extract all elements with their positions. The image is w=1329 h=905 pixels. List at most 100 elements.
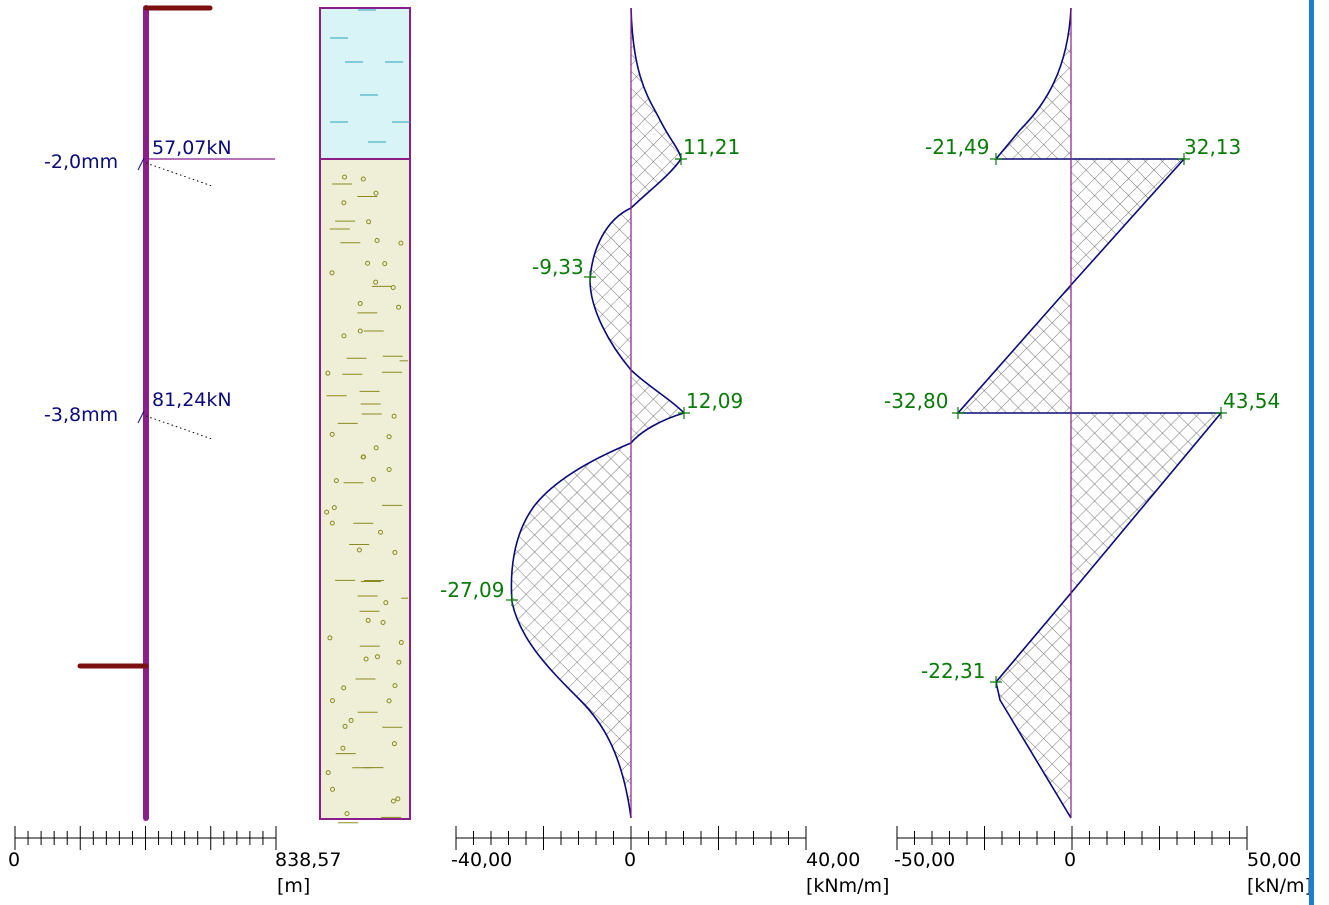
sand-grain [386, 698, 392, 704]
sand-grain [365, 617, 371, 623]
sand-grain [377, 529, 383, 535]
sand-grain [342, 723, 348, 729]
sand-grain [366, 219, 372, 225]
shear-scale-zero: 0 [1064, 849, 1076, 871]
sand-grain [396, 304, 402, 310]
sand-grain [395, 796, 401, 802]
sand-grain [386, 434, 392, 440]
anchor-2-tick [137, 410, 145, 424]
pile-scale-unit: [m] [277, 875, 310, 897]
sand-grain [331, 505, 337, 511]
moment-value-3: 12,09 [686, 389, 743, 413]
sand-grain [325, 370, 331, 376]
soil-panel [319, 7, 411, 824]
shear-value-2: 32,13 [1184, 135, 1241, 159]
moment-value-2: -9,33 [532, 255, 584, 279]
sand-grain [390, 285, 396, 291]
sand-grain [341, 200, 347, 206]
sand-grain [341, 685, 347, 691]
sand-grain [383, 600, 389, 606]
shear-scale-ticks [896, 826, 1248, 850]
moment-marker-3 [678, 407, 690, 419]
moment-value-4: -27,09 [440, 578, 504, 602]
sand-grain [348, 717, 354, 723]
moment-marker-1 [675, 153, 687, 165]
shear-value-1: -21,49 [925, 135, 989, 159]
shear-scale-unit: [kN/m] [1247, 875, 1312, 897]
sand-grain [357, 328, 363, 334]
sand-grain [392, 549, 398, 555]
pile-scale-max: 838,57 [275, 849, 341, 871]
moment-scale-unit: [kNm/m] [806, 875, 889, 897]
shear-value-4: 43,54 [1223, 389, 1280, 413]
sand-grain [327, 635, 333, 641]
sand-grain [325, 770, 331, 776]
shear-value-3: -32,80 [884, 389, 948, 413]
sand-grain [391, 413, 397, 419]
moment-scale-min: -40,00 [451, 849, 512, 871]
window-right-edge [1309, 0, 1329, 905]
pile-scale-min: 0 [8, 849, 20, 871]
sand-grain [342, 174, 348, 180]
sand-grain [374, 654, 380, 660]
shear-marker-4 [1215, 407, 1227, 419]
window-border-accent [1309, 0, 1314, 905]
sand-grain [329, 520, 335, 526]
moment-scale: -40,00 0 40,00 [kNm/m] [451, 826, 889, 897]
sand-grain [356, 547, 362, 553]
sand-grain [329, 431, 335, 437]
sand-grain [360, 176, 366, 182]
sand-grain [398, 240, 404, 246]
sand-grain [370, 476, 376, 482]
sand-grain [374, 237, 380, 243]
shear-diagram-outline [956, 7, 1223, 819]
sand-grain [340, 745, 346, 751]
pile-panel: -2,0mm 57,07kN -3,8mm 81,24kN 0 838,57 [… [8, 5, 341, 897]
anchor-2-dotted [145, 415, 213, 440]
anchor-2: -3,8mm 81,24kN [44, 389, 232, 440]
shear-value-5: -22,31 [921, 659, 985, 683]
shear-panel: -21,49 32,13 -32,80 43,54 -22,31 -50,00 … [884, 7, 1312, 897]
sand-grain [344, 811, 350, 817]
pile-scale-ticks [14, 826, 277, 850]
sand-grain [380, 620, 386, 626]
sand-grain [392, 683, 398, 689]
sand-grain [390, 798, 396, 804]
anchor-2-force: 81,24kN [152, 389, 232, 411]
sand-grain [333, 478, 339, 484]
pile-scale: 0 838,57 [m] [8, 826, 341, 897]
shear-scale-min: -50,00 [894, 849, 955, 871]
water-layer [319, 7, 411, 160]
shear-marker-5 [990, 676, 1002, 688]
moment-scale-ticks [455, 826, 807, 850]
moment-marker-2 [584, 271, 596, 283]
sand-grain [357, 300, 363, 306]
anchor-1-tick [137, 157, 145, 171]
moment-diagram-fill [511, 8, 684, 818]
moment-markers [506, 153, 690, 606]
sand-grain [391, 741, 397, 747]
anchor-1-displacement: -2,0mm [44, 151, 118, 173]
water-marks [330, 9, 410, 143]
sand-grain [330, 786, 336, 792]
moment-marker-4 [506, 594, 518, 606]
sand-marks [324, 174, 408, 824]
shear-marker-3 [952, 407, 964, 419]
shear-marker-2 [1178, 153, 1190, 165]
sand-grain [329, 698, 335, 704]
sand-grain [373, 445, 379, 451]
sand-grain [324, 509, 330, 515]
sand-grain [382, 261, 388, 267]
sand-grain [398, 640, 404, 646]
sand-layer [319, 158, 411, 820]
sand-grain [360, 454, 366, 460]
anchor-1-force: 57,07kN [152, 137, 232, 159]
anchor-1: -2,0mm 57,07kN [44, 137, 275, 187]
anchor-2-displacement: -3,8mm [44, 404, 118, 426]
shear-markers [952, 153, 1227, 688]
sand-grain [396, 659, 402, 665]
sand-grain [386, 466, 392, 472]
sand-grain [329, 270, 335, 276]
moment-scale-zero: 0 [624, 849, 636, 871]
anchor-1-dotted [145, 162, 213, 187]
